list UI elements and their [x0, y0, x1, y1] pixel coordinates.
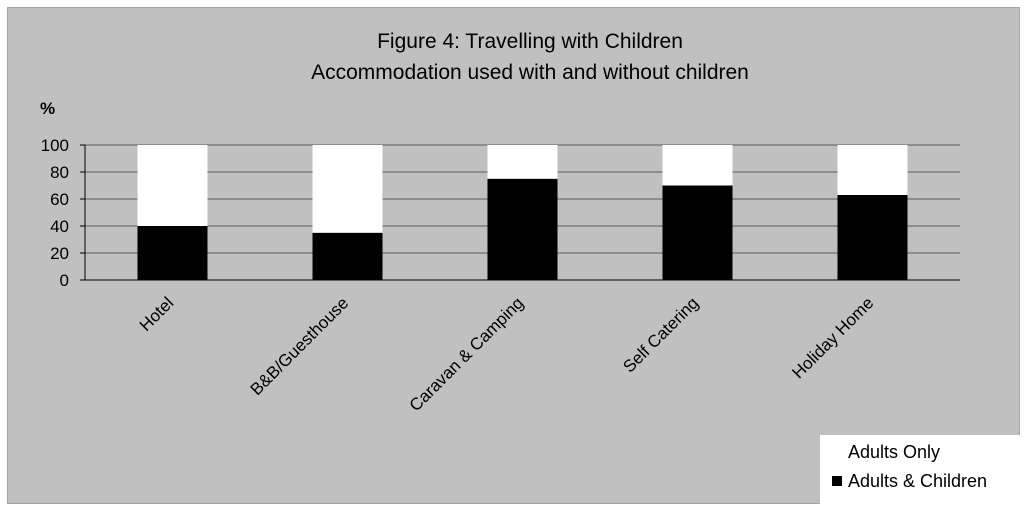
x-tick-label: B&B/Guesthouse [247, 293, 353, 399]
legend-swatch-adults-only [832, 447, 842, 457]
legend-swatch-adults-children [832, 476, 842, 486]
x-tick-label: Caravan & Camping [406, 293, 528, 415]
axes [80, 144, 960, 281]
legend-box [820, 435, 1025, 505]
bar-adults-children-4 [837, 194, 908, 280]
x-tick-labels: Hotel B&B/Guesthouse Caravan & Camping Self… [136, 293, 877, 415]
bar-adults-children-3 [662, 185, 733, 280]
bar-adults-only-4 [837, 145, 908, 195]
y-tick-label: 100 [41, 136, 69, 155]
x-tick-label: Hotel [136, 293, 177, 334]
bar-adults-children-2 [487, 178, 558, 280]
y-axis-label: % [40, 99, 55, 118]
legend: Adults Only Adults & Children [820, 435, 1025, 505]
x-tick-label: Holiday Home [788, 293, 877, 382]
y-tick-label: 20 [50, 244, 69, 263]
bar-adults-only-2 [487, 145, 558, 179]
bar-adults-only-1 [312, 145, 383, 233]
y-tick-label: 80 [50, 163, 69, 182]
bar-adults-children-1 [312, 232, 383, 280]
bar-adults-only-3 [662, 145, 733, 186]
legend-label: Adults & Children [848, 471, 987, 491]
chart-title: Figure 4: Travelling with Children [377, 30, 683, 53]
bars [137, 145, 908, 280]
legend-label: Adults Only [848, 442, 940, 462]
y-tick-labels: 0 20 40 60 80 100 [41, 136, 69, 290]
bar-adults-children-0 [137, 226, 208, 280]
y-tick-label: 40 [50, 217, 69, 236]
bar-adults-only-0 [137, 145, 208, 226]
x-tick-label: Self Catering [619, 293, 702, 376]
y-tick-label: 60 [50, 190, 69, 209]
y-tick-label: 0 [60, 271, 69, 290]
chart-subtitle: Accommodation used with and without chil… [311, 61, 749, 84]
